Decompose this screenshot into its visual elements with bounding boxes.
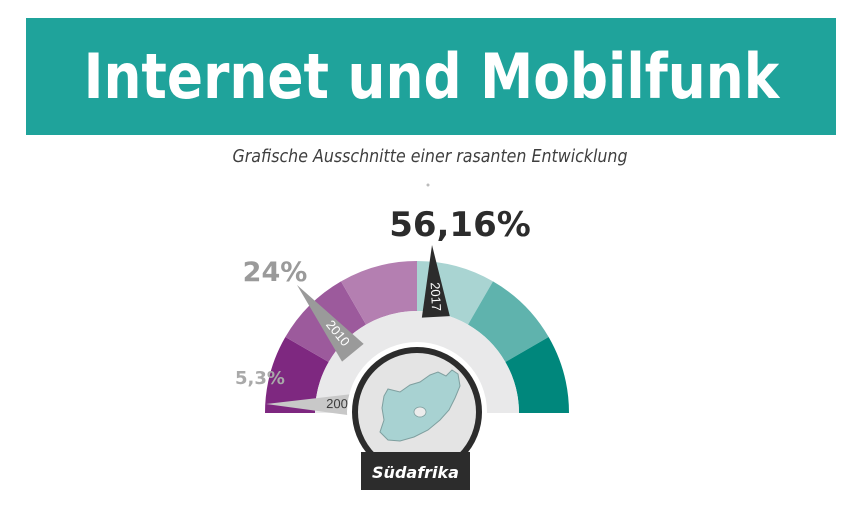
value-label-2010: 24%	[243, 257, 308, 288]
south-africa-map-icon	[379, 369, 461, 442]
pointer-2017	[421, 245, 450, 318]
decorative-dot	[426, 183, 430, 187]
page-subtitle: Grafische Ausschnitte einer rasanten Ent…	[232, 146, 628, 167]
value-label-2000: 5,3%	[235, 368, 285, 389]
pointer-year-2017: 2017	[428, 282, 445, 312]
gauge-segment-1	[265, 337, 329, 413]
country-label: Südafrika	[372, 463, 459, 482]
gauge-segment-6	[505, 337, 569, 413]
gauge-segment-5	[468, 281, 549, 362]
page-title: Internet und Mobilfunk	[83, 40, 779, 113]
value-label-2017: 56,16%	[389, 205, 531, 245]
pointer-2000	[266, 392, 370, 419]
lesotho-shape	[413, 406, 427, 418]
pointer-2010	[297, 285, 364, 362]
country-label-box	[361, 452, 470, 490]
title-banner: Internet und Mobilfunk	[26, 18, 836, 135]
gauge-segment-3	[341, 261, 417, 325]
